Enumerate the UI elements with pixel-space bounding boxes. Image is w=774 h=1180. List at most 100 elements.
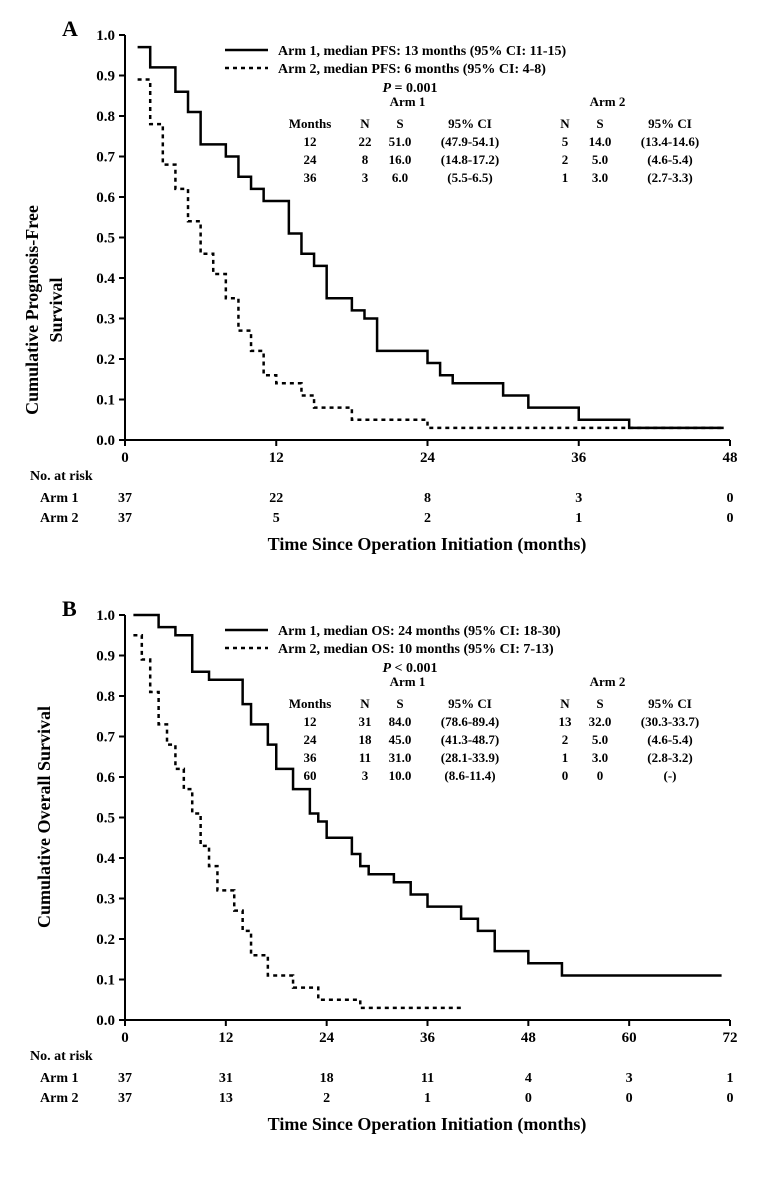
svg-text:32.0: 32.0 (589, 714, 612, 729)
svg-text:37: 37 (118, 491, 132, 506)
svg-text:Arm 2: Arm 2 (590, 674, 626, 689)
svg-text:S: S (596, 116, 603, 131)
svg-text:0.8: 0.8 (96, 109, 115, 125)
panel-b: B 0.00.10.20.30.40.50.60.70.80.91.0 0122… (10, 590, 764, 1150)
svg-text:S: S (396, 116, 403, 131)
legend-arm1-b: Arm 1, median OS: 24 months (95% CI: 18-… (278, 624, 561, 639)
svg-text:2: 2 (424, 511, 431, 526)
panel-b-svg: B 0.00.10.20.30.40.50.60.70.80.91.0 0122… (10, 590, 764, 1150)
risk-arm1-label-a: Arm 1 (40, 491, 79, 506)
svg-text:Arm 2: Arm 2 (590, 94, 626, 109)
svg-text:1: 1 (424, 1091, 431, 1106)
panel-a-table: Arm 1Arm 2MonthsNS95% CINS95% CI122251.0… (289, 94, 700, 185)
svg-text:(8.6-11.4): (8.6-11.4) (444, 768, 495, 783)
svg-text:37: 37 (118, 1091, 132, 1106)
svg-text:N: N (560, 116, 570, 131)
panel-b-ylabel: Cumulative Overall Survival (34, 706, 54, 928)
svg-text:8: 8 (362, 152, 369, 167)
svg-text:(4.6-5.4): (4.6-5.4) (647, 732, 693, 747)
svg-text:72: 72 (723, 1030, 738, 1046)
svg-text:5.0: 5.0 (592, 152, 608, 167)
legend-arm1-a: Arm 1, median PFS: 13 months (95% CI: 11… (278, 44, 566, 59)
legend-arm2-b: Arm 2, median OS: 10 months (95% CI: 7-1… (278, 642, 554, 657)
svg-text:36: 36 (420, 1030, 436, 1046)
svg-text:14.0: 14.0 (589, 134, 612, 149)
svg-text:48: 48 (723, 450, 738, 466)
svg-text:36: 36 (571, 450, 587, 466)
svg-text:0: 0 (727, 511, 734, 526)
svg-text:3.0: 3.0 (592, 750, 608, 765)
panel-b-legend: Arm 1, median OS: 24 months (95% CI: 18-… (225, 624, 561, 676)
risk-arm2-label-b: Arm 2 (40, 1091, 79, 1106)
risk-arm1-label-b: Arm 1 (40, 1071, 79, 1086)
svg-text:3: 3 (626, 1071, 633, 1086)
panel-a-risk: No. at risk Arm 1 Arm 2 3737225823100 (30, 469, 734, 526)
svg-text:(2.8-3.2): (2.8-3.2) (647, 750, 693, 765)
svg-text:11: 11 (421, 1071, 434, 1086)
svg-text:31: 31 (219, 1071, 233, 1086)
svg-text:37: 37 (118, 1071, 132, 1086)
svg-text:24: 24 (319, 1030, 335, 1046)
svg-text:0: 0 (121, 450, 129, 466)
svg-text:31: 31 (359, 714, 372, 729)
panel-a-xlabel: Time Since Operation Initiation (months) (268, 534, 587, 555)
svg-text:3.0: 3.0 (592, 170, 608, 185)
svg-text:3: 3 (362, 170, 369, 185)
svg-text:Months: Months (289, 116, 332, 131)
svg-text:5: 5 (562, 134, 569, 149)
svg-text:0: 0 (727, 1091, 734, 1106)
svg-text:37: 37 (118, 511, 132, 526)
svg-text:95% CI: 95% CI (648, 116, 692, 131)
svg-text:0.3: 0.3 (96, 892, 115, 908)
svg-text:2: 2 (323, 1091, 330, 1106)
svg-text:11: 11 (359, 750, 371, 765)
svg-text:16.0: 16.0 (389, 152, 412, 167)
panel-a-legend: Arm 1, median PFS: 13 months (95% CI: 11… (225, 44, 566, 96)
risk-arm2-label-a: Arm 2 (40, 511, 79, 526)
svg-text:95% CI: 95% CI (448, 116, 492, 131)
svg-text:0.0: 0.0 (96, 433, 115, 449)
svg-text:(30.3-33.7): (30.3-33.7) (641, 714, 700, 729)
svg-text:95% CI: 95% CI (448, 696, 492, 711)
svg-text:5: 5 (273, 511, 280, 526)
panel-a-svg: A 0.00.10.20.30.40.50.60.70.80.91.0 0122… (10, 10, 764, 570)
panel-b-xlabel: Time Since Operation Initiation (months) (268, 1114, 587, 1135)
svg-text:3: 3 (362, 768, 369, 783)
svg-text:60: 60 (622, 1030, 637, 1046)
svg-text:0.9: 0.9 (96, 649, 115, 665)
panel-a-ylabel2: Survival (46, 277, 66, 342)
svg-text:Arm 1: Arm 1 (390, 674, 426, 689)
svg-text:Arm 1: Arm 1 (390, 94, 426, 109)
svg-text:0.3: 0.3 (96, 312, 115, 328)
svg-text:48: 48 (521, 1030, 536, 1046)
svg-text:(-): (-) (664, 768, 677, 783)
svg-text:N: N (560, 696, 570, 711)
svg-text:(41.3-48.7): (41.3-48.7) (441, 732, 500, 747)
svg-text:(5.5-6.5): (5.5-6.5) (447, 170, 493, 185)
svg-text:95% CI: 95% CI (648, 696, 692, 711)
svg-text:0: 0 (597, 768, 604, 783)
svg-text:0: 0 (525, 1091, 532, 1106)
svg-text:0.1: 0.1 (96, 393, 115, 409)
svg-text:1: 1 (562, 750, 569, 765)
svg-text:(78.6-89.4): (78.6-89.4) (441, 714, 500, 729)
svg-text:0.9: 0.9 (96, 69, 115, 85)
svg-text:S: S (596, 696, 603, 711)
svg-text:13: 13 (219, 1091, 233, 1106)
svg-text:10.0: 10.0 (389, 768, 412, 783)
svg-text:1: 1 (575, 511, 582, 526)
svg-text:(4.6-5.4): (4.6-5.4) (647, 152, 693, 167)
svg-text:(13.4-14.6): (13.4-14.6) (641, 134, 700, 149)
svg-text:24: 24 (304, 152, 318, 167)
legend-arm2-a: Arm 2, median PFS: 6 months (95% CI: 4-8… (278, 62, 546, 77)
svg-text:(47.9-54.1): (47.9-54.1) (441, 134, 500, 149)
svg-text:0.5: 0.5 (96, 231, 115, 247)
svg-text:5.0: 5.0 (592, 732, 608, 747)
svg-text:2: 2 (562, 152, 569, 167)
figure-container: A 0.00.10.20.30.40.50.60.70.80.91.0 0122… (10, 10, 764, 1150)
svg-text:51.0: 51.0 (389, 134, 412, 149)
svg-text:12: 12 (304, 134, 317, 149)
svg-text:12: 12 (218, 1030, 233, 1046)
panel-a-arm2-curve (138, 80, 724, 428)
svg-text:0.7: 0.7 (96, 730, 115, 746)
